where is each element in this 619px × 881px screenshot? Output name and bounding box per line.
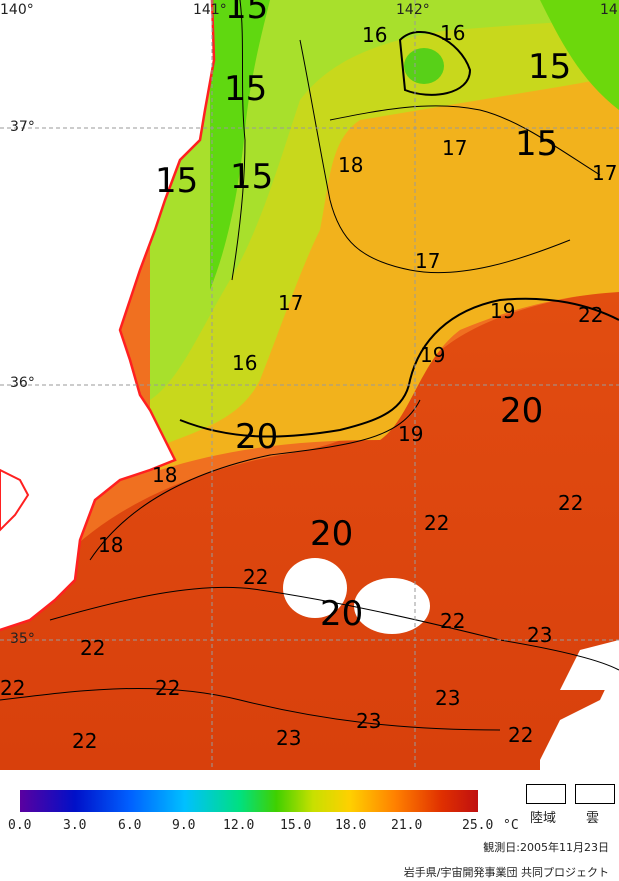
colorbar-tick: 0.0 <box>8 818 32 833</box>
colorbar-tick: 21.0 <box>391 818 423 833</box>
cloud-key-box <box>575 784 615 804</box>
contour-label: 18 <box>152 463 177 487</box>
colorbar-tick: 12.0 <box>223 818 255 833</box>
lon-label-140: 140° <box>0 2 34 18</box>
green-water-region <box>210 0 270 290</box>
contour-label: 22 <box>155 676 180 700</box>
contour-label: 17 <box>592 161 617 185</box>
contour-label: 22 <box>424 511 449 535</box>
contour-label: 20 <box>320 594 363 634</box>
land-honshu <box>0 0 214 630</box>
sea-surface-temperature-map: 15 16 16 15 15 15 15 18 17 17 15 17 17 1… <box>0 0 619 770</box>
land-key-box <box>526 784 566 804</box>
contour-label: 18 <box>98 533 123 557</box>
cloud-patch <box>560 640 619 690</box>
contour-label: 15 <box>155 161 198 201</box>
isotherm-15 <box>398 30 472 96</box>
contour-label: 16 <box>362 23 387 47</box>
contour-label: 17 <box>278 291 303 315</box>
contour-label: 22 <box>508 723 533 747</box>
green-patch <box>404 48 444 84</box>
colorbar-tick: 9.0 <box>172 818 196 833</box>
contour-label: 23 <box>435 686 460 710</box>
colorbar-tick: 18.0 <box>335 818 367 833</box>
colorbar-unit: °C <box>503 818 519 833</box>
contour-label: 23 <box>527 623 552 647</box>
contour-label: 20 <box>235 417 278 457</box>
lon-label-141: 141° <box>193 2 227 18</box>
contour-label: 19 <box>398 422 423 446</box>
contour-label: 16 <box>440 21 465 45</box>
contour-label: 22 <box>578 303 603 327</box>
contour-label: 17 <box>415 249 440 273</box>
colorbar-tick: 15.0 <box>280 818 312 833</box>
lat-label-37: 37° <box>10 119 35 135</box>
contour-label: 17 <box>442 136 467 160</box>
cloud-patch <box>283 558 347 618</box>
cloud-patch <box>354 578 430 634</box>
contour-label: 18 <box>338 153 363 177</box>
lon-label-142: 142° <box>396 2 430 18</box>
light-green-water-region <box>150 0 619 400</box>
cloud-patch <box>540 660 619 770</box>
colorbar-tick: 25.0 <box>462 818 494 833</box>
contour-label: 22 <box>440 609 465 633</box>
legend: 0.0 3.0 6.0 9.0 12.0 15.0 18.0 21.0 25.0… <box>0 770 619 881</box>
contour-label: 19 <box>490 299 515 323</box>
contour-label: 22 <box>0 676 25 700</box>
contour-label: 16 <box>232 351 257 375</box>
lon-label-143: 14 <box>600 2 618 18</box>
credit-text: 岩手県/宇宙開発事業団 共同プロジェクト <box>403 866 609 879</box>
contour-label: 22 <box>243 565 268 589</box>
contour-label: 15 <box>225 0 268 27</box>
contour-label: 22 <box>80 636 105 660</box>
contour-label: 22 <box>72 729 97 753</box>
coastline <box>0 0 216 632</box>
lat-label-35: 35° <box>10 631 35 647</box>
colorbar-tick: 3.0 <box>63 818 87 833</box>
contour-labels: 15 16 16 15 15 15 15 18 17 17 15 17 17 1… <box>0 0 617 753</box>
contour-label: 15 <box>528 47 571 87</box>
lat-lon-grid <box>0 0 619 770</box>
contour-label: 19 <box>420 343 445 367</box>
lat-label-36: 36° <box>10 375 35 391</box>
contour-label: 20 <box>500 391 543 431</box>
contour-label: 15 <box>515 124 558 164</box>
contour-label: 23 <box>276 726 301 750</box>
contour-label: 15 <box>230 157 273 197</box>
colorbar-tick: 6.0 <box>118 818 142 833</box>
cloud-key-label: 雲 <box>586 811 600 826</box>
color-scale-bar <box>20 790 478 812</box>
land-key-label: 陸域 <box>530 811 557 826</box>
land-peninsula <box>0 468 30 532</box>
isotherm-lines <box>0 0 619 731</box>
contour-label: 23 <box>356 709 381 733</box>
contour-label: 20 <box>310 514 353 554</box>
green-water-region-ne <box>540 0 619 110</box>
observation-date: 観測日:2005年11月23日 <box>483 841 609 854</box>
contour-label: 22 <box>558 491 583 515</box>
contour-label: 15 <box>224 69 267 109</box>
